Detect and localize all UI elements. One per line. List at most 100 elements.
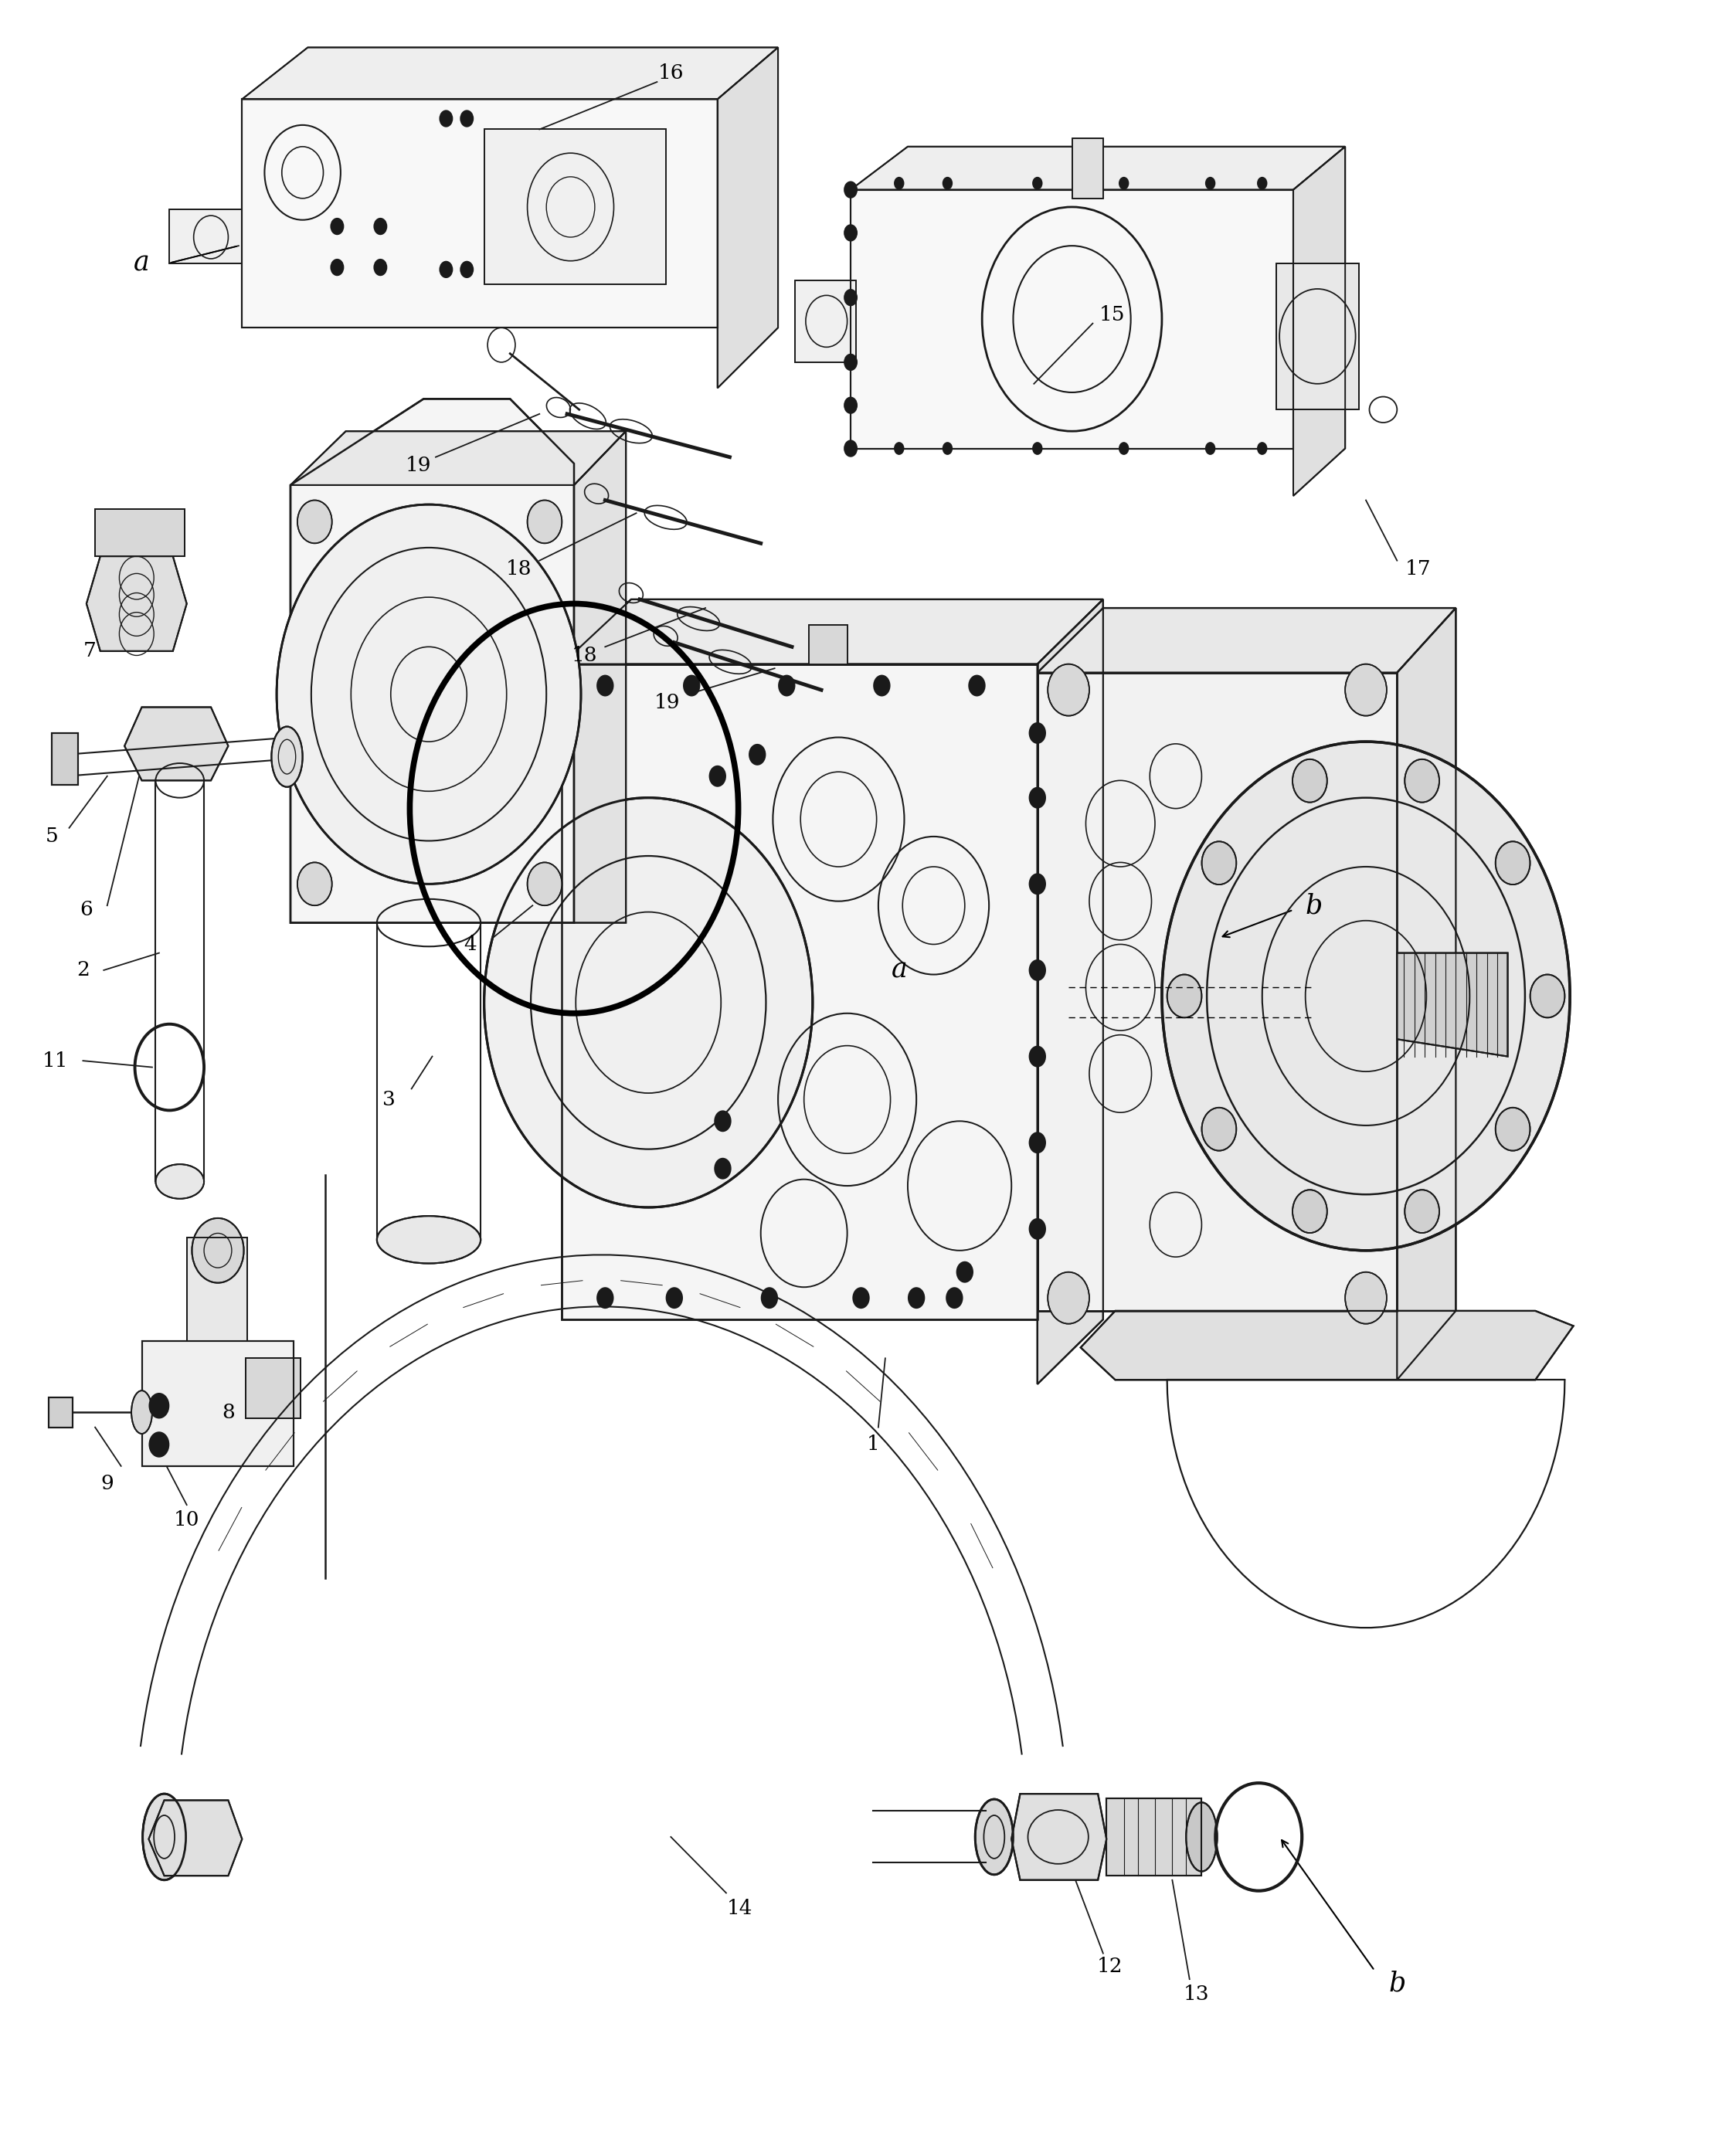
Circle shape <box>1530 975 1565 1018</box>
Text: 18: 18 <box>507 561 531 578</box>
Bar <box>1072 138 1103 198</box>
Circle shape <box>1029 1046 1046 1067</box>
Polygon shape <box>562 664 1037 1319</box>
Bar <box>169 209 242 263</box>
Circle shape <box>844 289 858 306</box>
Text: b: b <box>1305 893 1323 918</box>
Circle shape <box>714 1158 731 1179</box>
Circle shape <box>844 440 858 457</box>
Bar <box>484 129 666 285</box>
Circle shape <box>1048 1272 1089 1324</box>
Circle shape <box>946 1287 963 1309</box>
Circle shape <box>749 744 766 765</box>
Circle shape <box>1029 722 1046 744</box>
Circle shape <box>844 224 858 241</box>
Circle shape <box>942 442 953 455</box>
Polygon shape <box>124 707 228 780</box>
Bar <box>142 1341 294 1466</box>
Polygon shape <box>1037 599 1103 1384</box>
Polygon shape <box>1397 953 1508 1056</box>
Circle shape <box>330 259 344 276</box>
Circle shape <box>460 261 474 278</box>
Circle shape <box>1029 959 1046 981</box>
Text: 1: 1 <box>866 1436 880 1453</box>
Polygon shape <box>86 556 187 651</box>
Circle shape <box>597 675 614 696</box>
Circle shape <box>439 261 453 278</box>
Polygon shape <box>718 47 778 388</box>
Circle shape <box>844 181 858 198</box>
Circle shape <box>460 110 474 127</box>
Circle shape <box>149 1432 169 1457</box>
Text: 15: 15 <box>1100 306 1124 323</box>
Text: 19: 19 <box>655 694 679 711</box>
Bar <box>95 509 185 556</box>
Circle shape <box>1496 1108 1530 1151</box>
Text: 19: 19 <box>406 457 431 474</box>
Polygon shape <box>52 733 78 785</box>
Bar <box>1107 1798 1202 1876</box>
Circle shape <box>1029 1132 1046 1153</box>
Circle shape <box>1205 177 1215 190</box>
Circle shape <box>844 397 858 414</box>
Bar <box>1072 138 1103 198</box>
Bar <box>809 625 847 664</box>
Circle shape <box>894 177 904 190</box>
Circle shape <box>709 765 726 787</box>
Circle shape <box>894 442 904 455</box>
Circle shape <box>968 675 986 696</box>
Circle shape <box>844 354 858 371</box>
Circle shape <box>1202 841 1236 884</box>
Circle shape <box>1345 664 1387 716</box>
Circle shape <box>330 218 344 235</box>
Bar <box>1276 263 1359 410</box>
Circle shape <box>1119 442 1129 455</box>
Circle shape <box>1032 442 1043 455</box>
Circle shape <box>761 1287 778 1309</box>
Ellipse shape <box>156 1164 204 1199</box>
Bar <box>187 1238 247 1341</box>
Text: 17: 17 <box>1404 561 1432 578</box>
Circle shape <box>942 177 953 190</box>
Circle shape <box>373 218 387 235</box>
Bar <box>246 1358 301 1419</box>
Polygon shape <box>574 431 626 923</box>
Bar <box>142 1341 294 1466</box>
Text: 10: 10 <box>175 1511 199 1529</box>
Circle shape <box>1404 759 1439 802</box>
Circle shape <box>149 1393 169 1419</box>
Circle shape <box>1029 787 1046 808</box>
Ellipse shape <box>271 727 303 787</box>
Polygon shape <box>242 47 778 99</box>
Polygon shape <box>1397 608 1456 1380</box>
Text: 3: 3 <box>382 1091 396 1108</box>
Circle shape <box>1293 1190 1328 1233</box>
Circle shape <box>1257 442 1267 455</box>
Bar <box>795 280 856 362</box>
Polygon shape <box>1037 673 1397 1311</box>
Text: 7: 7 <box>83 642 97 660</box>
Text: 12: 12 <box>1096 1958 1124 1975</box>
Polygon shape <box>290 399 574 923</box>
Circle shape <box>597 1287 614 1309</box>
Text: 8: 8 <box>221 1404 235 1421</box>
Bar <box>484 129 666 285</box>
Bar <box>246 1358 301 1419</box>
Polygon shape <box>851 190 1293 448</box>
Text: 13: 13 <box>1183 1986 1210 2003</box>
Text: a: a <box>890 957 908 983</box>
Circle shape <box>1496 841 1530 884</box>
Bar <box>187 1238 247 1341</box>
Circle shape <box>778 675 795 696</box>
Text: 4: 4 <box>463 936 477 953</box>
Text: 16: 16 <box>659 65 683 82</box>
Text: b: b <box>1388 1971 1406 1996</box>
Text: 9: 9 <box>100 1475 114 1492</box>
Ellipse shape <box>377 1216 481 1263</box>
Circle shape <box>192 1218 244 1283</box>
Bar <box>1276 263 1359 410</box>
Circle shape <box>666 1287 683 1309</box>
Text: 18: 18 <box>572 647 597 664</box>
Circle shape <box>1029 1218 1046 1240</box>
Polygon shape <box>562 599 1103 664</box>
